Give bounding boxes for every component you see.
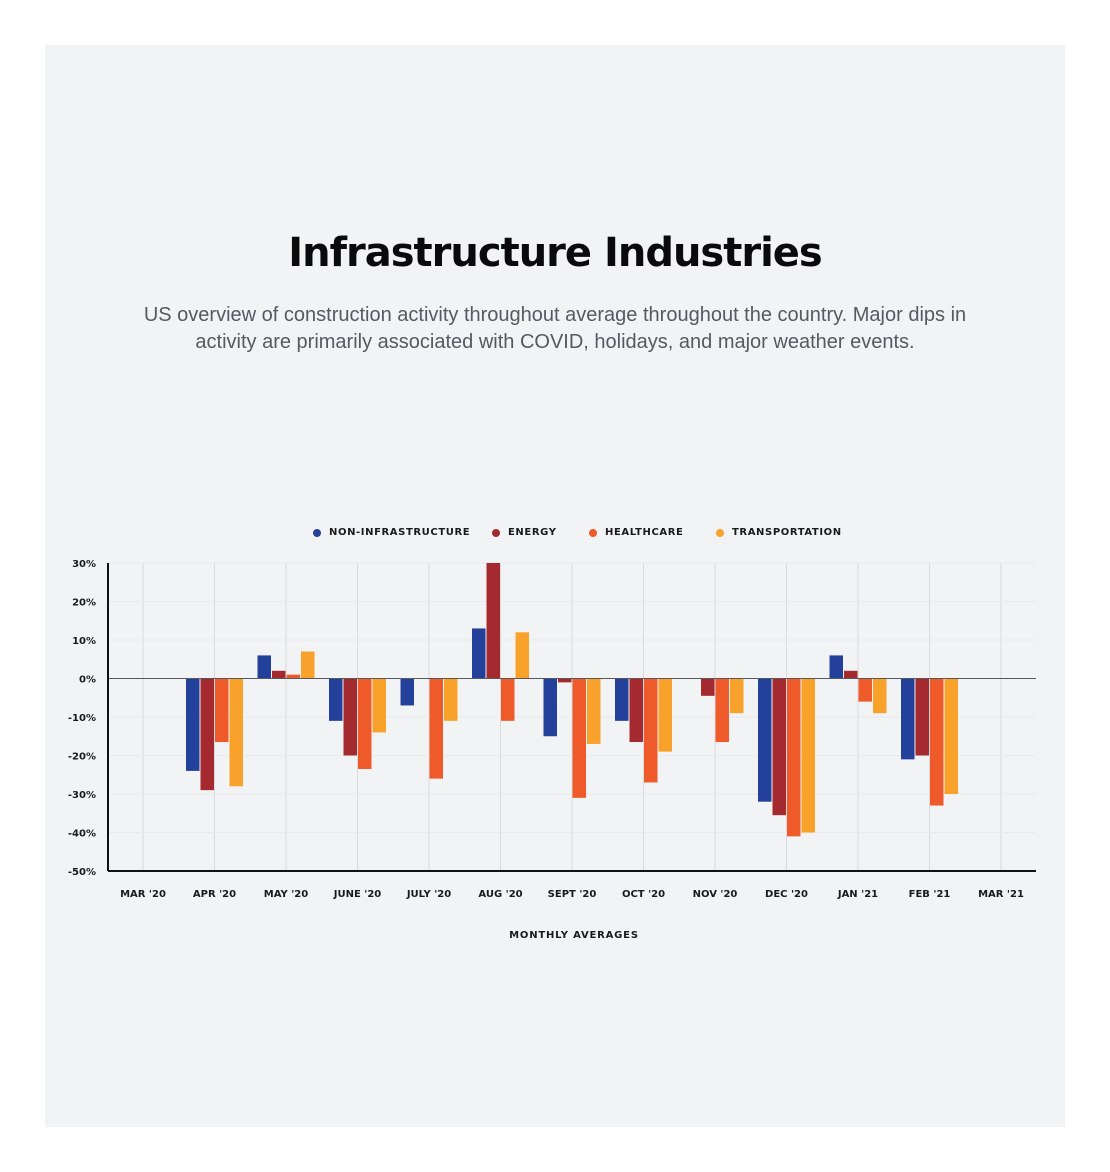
legend-item-non-infrastructure: NON-INFRASTRUCTURE: [313, 527, 470, 538]
x-tick-label: OCT '20: [622, 889, 665, 900]
page-title: Infrastructure Industries: [288, 230, 822, 276]
y-tick-label: 30%: [72, 559, 96, 570]
x-tick-label: DEC '20: [765, 889, 808, 900]
bar-non-infrastructure: [257, 655, 271, 679]
x-tick-label: MAR '21: [978, 889, 1024, 900]
legend-item-energy: ENERGY: [492, 527, 557, 538]
x-tick-label: JUNE '20: [333, 889, 382, 900]
bar-energy: [772, 678, 786, 816]
bar-energy: [915, 678, 929, 756]
y-tick-label: 10%: [72, 636, 96, 647]
bar-non-infrastructure: [329, 678, 343, 721]
y-tick-label: -10%: [68, 713, 96, 724]
legend-swatch-energy: [492, 528, 500, 537]
bar-transportation: [587, 678, 601, 744]
legend-swatch-non-infrastructure: [313, 528, 321, 537]
bar-transportation: [730, 678, 744, 714]
bar-healthcare: [501, 678, 515, 721]
bar-healthcare: [715, 678, 729, 743]
y-tick-label: -50%: [68, 867, 96, 878]
bar-non-infrastructure: [901, 678, 915, 760]
bar-energy: [486, 563, 500, 679]
x-tick-label: MAR '20: [120, 889, 166, 900]
bar-healthcare: [787, 678, 801, 837]
bar-non-infrastructure: [829, 655, 843, 679]
y-tick-label: -40%: [68, 829, 96, 840]
bar-healthcare: [572, 678, 586, 798]
bar-non-infrastructure: [758, 678, 772, 802]
bar-healthcare: [930, 678, 944, 806]
bar-healthcare: [358, 678, 372, 769]
bar-non-infrastructure: [400, 678, 414, 706]
chart-legend: NON-INFRASTRUCTURE ENERGY HEALTHCARE TRA…: [0, 527, 1110, 547]
bar-healthcare: [215, 678, 229, 743]
legend-swatch-healthcare: [589, 528, 597, 537]
bar-healthcare: [644, 678, 658, 783]
y-tick-label: -30%: [68, 790, 96, 801]
bar-non-infrastructure: [615, 678, 629, 721]
bar-healthcare: [858, 678, 872, 702]
legend-swatch-transportation: [716, 528, 724, 537]
bar-healthcare: [429, 678, 443, 779]
legend-label-transportation: TRANSPORTATION: [732, 527, 842, 538]
x-tick-label: FEB '21: [909, 889, 951, 900]
legend-label-non-infrastructure: NON-INFRASTRUCTURE: [329, 527, 471, 538]
bar-energy: [343, 678, 357, 756]
legend-label-energy: ENERGY: [508, 527, 557, 538]
legend-item-healthcare: HEALTHCARE: [589, 527, 683, 538]
y-tick-label: 20%: [72, 598, 96, 609]
x-tick-label: JULY '20: [406, 889, 451, 900]
bar-energy: [629, 678, 643, 743]
x-tick-label: JAN '21: [837, 889, 878, 900]
bar-energy: [701, 678, 715, 696]
bar-energy: [844, 670, 858, 679]
y-tick-label: -20%: [68, 752, 96, 763]
bar-transportation: [658, 678, 672, 752]
y-tick-label: 0%: [79, 675, 96, 686]
bar-energy: [272, 670, 286, 679]
bar-transportation: [229, 678, 243, 787]
bar-transportation: [801, 678, 815, 833]
bar-healthcare: [286, 674, 300, 679]
bar-non-infrastructure: [186, 678, 200, 771]
bar-non-infrastructure: [543, 678, 557, 737]
bar-energy: [558, 678, 572, 683]
bar-transportation: [301, 651, 315, 679]
x-tick-label: NOV '20: [693, 889, 738, 900]
bar-transportation: [444, 678, 458, 721]
bar-energy: [200, 678, 214, 791]
bar-non-infrastructure: [472, 628, 486, 679]
legend-label-healthcare: HEALTHCARE: [605, 527, 684, 538]
x-axis-title: MONTHLY AVERAGES: [509, 930, 639, 941]
x-tick-label: AUG '20: [478, 889, 522, 900]
bar-transportation: [372, 678, 386, 733]
legend-item-transportation: TRANSPORTATION: [716, 527, 842, 538]
bar-transportation: [873, 678, 887, 714]
page-subtitle: US overview of construction activity thr…: [143, 304, 967, 353]
x-tick-label: APR '20: [193, 889, 236, 900]
bar-transportation: [515, 632, 529, 679]
x-tick-label: SEPT '20: [548, 889, 597, 900]
x-tick-label: MAY '20: [264, 889, 308, 900]
bar-transportation: [944, 678, 958, 794]
